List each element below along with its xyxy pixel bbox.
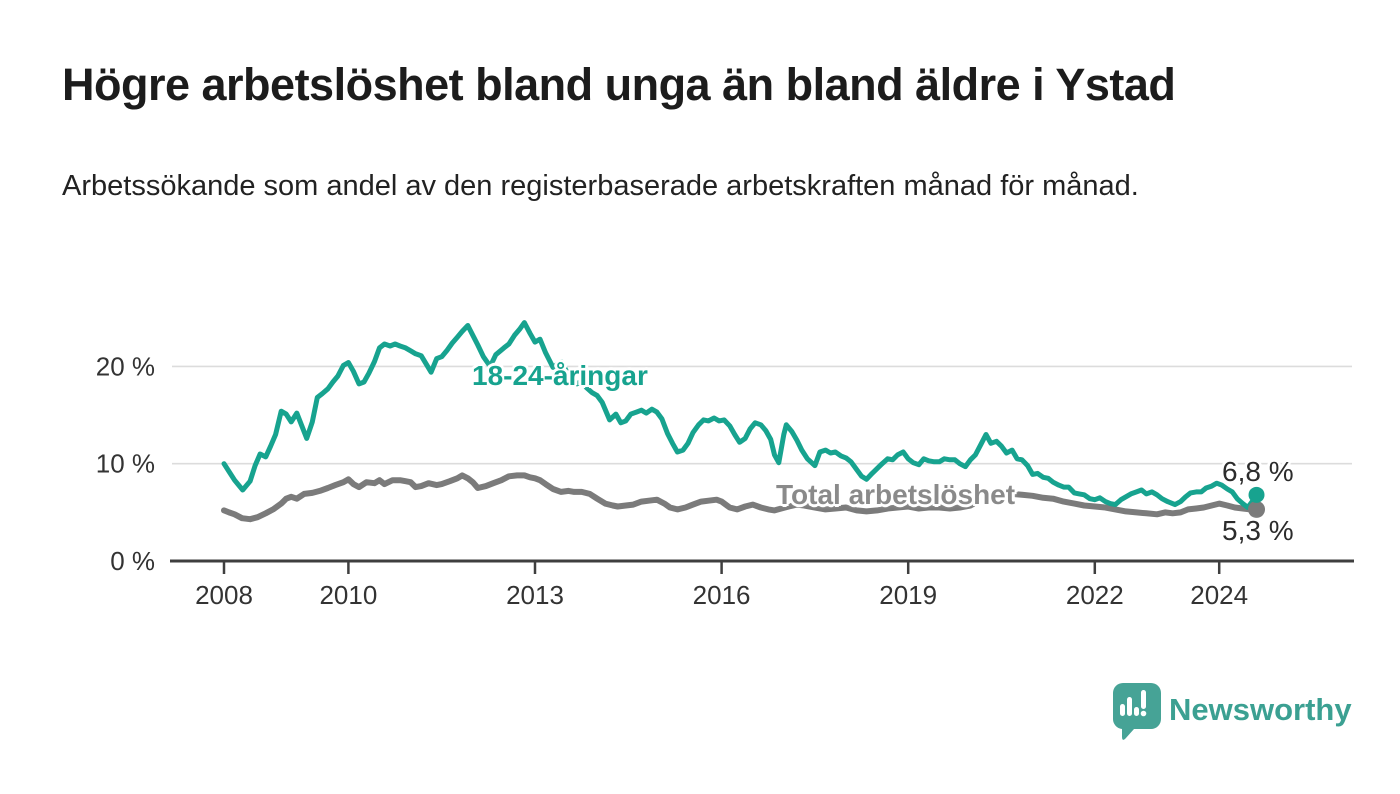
end-dot-series-0 [1248, 486, 1265, 503]
data-series-lines [221, 320, 1260, 523]
x-tick-label-2022: 2022 [1066, 580, 1124, 610]
x-tick-label-2016: 2016 [693, 580, 751, 610]
logo-bar-2 [1127, 697, 1132, 716]
logo-exclamation-dot [1140, 710, 1147, 717]
end-dot-series-1 [1248, 500, 1266, 518]
x-tick-label-2019: 2019 [879, 580, 937, 610]
x-tick-label-2013: 2013 [506, 580, 564, 610]
series-label-total: Total arbetslöshet [776, 479, 1016, 510]
series-line-0 [221, 320, 1259, 510]
brand-name: Newsworthy [1169, 692, 1352, 727]
end-value-total: 5,3 % [1222, 515, 1294, 546]
chart-title: Högre arbetslöshet bland unga än bland ä… [62, 59, 1176, 110]
logo-bar-3 [1134, 707, 1139, 716]
y-tick-label-0: 0 % [110, 546, 155, 576]
newsworthy-logo-icon [1112, 683, 1161, 740]
gridlines [172, 365, 1352, 465]
axis-tick-labels: 20 % 10 % 0 % 2008 2010 2013 2016 2019 2022 2024 [96, 351, 1248, 610]
logo-bar-1 [1120, 704, 1125, 716]
end-value-18-24: 6,8 % [1222, 456, 1294, 487]
x-tick-label-2008: 2008 [195, 580, 253, 610]
x-tick-label-2010: 2010 [319, 580, 377, 610]
y-tick-label-20: 20 % [96, 351, 155, 381]
y-tick-label-10: 10 % [96, 449, 155, 479]
x-axis [170, 559, 1354, 574]
x-tick-label-2024: 2024 [1190, 580, 1248, 610]
logo-exclamation-bar [1141, 690, 1146, 709]
series-end-dots [1248, 486, 1266, 518]
series-line-1 [221, 472, 1260, 523]
series-label-18-24: 18-24-åringar [472, 360, 648, 391]
chart-subtitle: Arbetssökande som andel av den registerb… [62, 170, 1139, 202]
